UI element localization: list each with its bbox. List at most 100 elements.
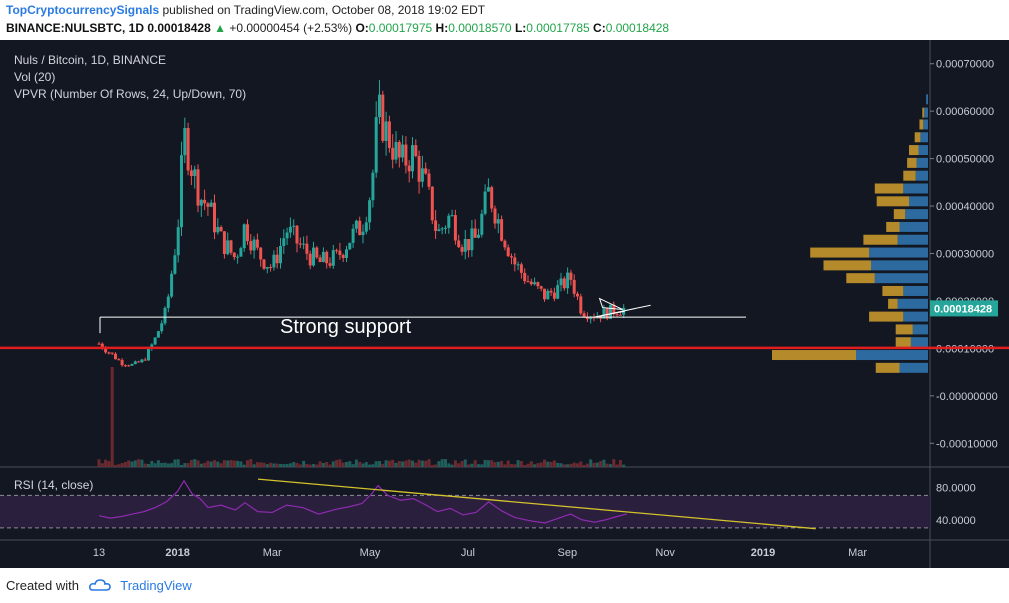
volume-bar	[536, 463, 540, 467]
candle-body	[394, 142, 398, 160]
volume-bar	[292, 462, 296, 467]
volume-bar	[467, 464, 471, 467]
tradingview-cloud-icon	[88, 579, 111, 594]
vpvr-down-bar	[882, 285, 904, 296]
candle-body	[325, 251, 329, 264]
volume-bar	[477, 464, 480, 467]
volume-bar	[133, 460, 137, 467]
candle-body	[176, 227, 180, 256]
candle-body	[526, 281, 530, 283]
volume-bar	[364, 462, 368, 467]
price-value: 0.00018428	[147, 21, 211, 35]
volume-bar	[602, 459, 606, 467]
vpvr-up-bar	[874, 273, 928, 284]
vpvr-down-bar	[886, 221, 900, 232]
candle-body	[114, 353, 117, 360]
candle-body	[255, 239, 259, 248]
volume-bar	[298, 464, 302, 467]
volume-bar	[351, 464, 355, 467]
volume-bar	[153, 463, 157, 467]
candle-body	[572, 279, 576, 294]
candle-body	[467, 239, 471, 251]
volume-bar	[170, 463, 174, 467]
volume-bar	[282, 464, 286, 467]
candle-body	[153, 337, 157, 345]
candle-body	[269, 267, 273, 269]
volume-bar	[127, 460, 131, 467]
candle-body	[127, 365, 131, 367]
candle-body	[496, 219, 500, 224]
volume-bar	[546, 461, 550, 467]
volume-bar	[348, 461, 352, 467]
candle-body	[387, 121, 391, 148]
candle-body	[427, 173, 431, 187]
volume-bar	[486, 460, 490, 467]
volume-bar	[384, 460, 388, 467]
volume-bar	[338, 459, 342, 467]
volume-bar	[437, 461, 441, 467]
candle-body	[437, 229, 441, 231]
chart-canvas[interactable]: 0.00070000 0.00060000 0.00050000 0.00040000…	[0, 40, 1009, 568]
volume-bar	[618, 460, 622, 467]
volume-bar	[216, 461, 220, 467]
volume-bar	[391, 459, 395, 467]
volume-bar	[513, 464, 517, 467]
candle-body	[457, 240, 461, 248]
x-tick-label: Mar	[263, 547, 282, 559]
y-tick-label: -0.00000000	[936, 391, 998, 403]
author-link[interactable]: TopCryptocurrencySignals	[6, 3, 160, 17]
candle-body	[117, 359, 121, 361]
close-label: C:	[593, 21, 606, 35]
volume-bar	[335, 459, 339, 467]
volume-bar	[440, 459, 444, 467]
last-price-badge	[930, 300, 998, 317]
candle-body	[170, 273, 174, 297]
volume-bar	[387, 460, 391, 467]
candle-body	[100, 343, 104, 349]
volume-bar	[249, 459, 253, 467]
vpvr-up-bar	[903, 311, 928, 322]
candle-body	[186, 127, 190, 171]
candle-body	[219, 227, 223, 232]
volume-bar	[605, 463, 609, 467]
candle-body	[358, 220, 362, 236]
candle-body	[536, 282, 540, 287]
tradingview-link[interactable]: TradingView	[120, 578, 192, 593]
vpvr-up-bar	[923, 119, 928, 130]
volume-bar	[609, 464, 612, 467]
volume-bar	[539, 462, 543, 467]
volume-bar	[236, 460, 240, 467]
candle-body	[242, 224, 246, 249]
candle-body	[338, 250, 342, 255]
candle-body	[279, 245, 282, 264]
volume-bar	[130, 461, 134, 467]
candle-body	[318, 257, 322, 263]
candle-body	[546, 290, 550, 300]
volume-bar	[143, 463, 147, 467]
up-arrow-icon: ▲	[214, 21, 226, 35]
volume-bar	[196, 460, 200, 467]
candle-body	[173, 255, 177, 274]
volume-bar	[444, 459, 447, 467]
volume-bar	[305, 463, 309, 467]
candle-body	[384, 121, 388, 141]
candle-body	[143, 359, 147, 361]
chart-panel[interactable]: 0.00070000 0.00060000 0.00050000 0.00040000…	[0, 40, 1009, 568]
candle-body	[618, 314, 622, 316]
candle-body	[371, 172, 375, 201]
candle-body	[559, 278, 563, 286]
volume-bar	[107, 461, 111, 467]
volume-bar	[166, 463, 170, 467]
candle-body	[592, 317, 596, 319]
candle-body	[315, 247, 319, 258]
x-tick-label: 2019	[751, 547, 775, 559]
volume-bar	[183, 463, 187, 467]
volume-bar	[381, 463, 385, 467]
vpvr-down-bar	[875, 362, 900, 373]
candle-body	[120, 360, 124, 366]
volume-bar	[361, 463, 365, 467]
support-annotation: Strong support	[280, 316, 412, 338]
candle-body	[447, 215, 451, 228]
candle-body	[556, 285, 560, 299]
candle-body	[401, 144, 405, 158]
